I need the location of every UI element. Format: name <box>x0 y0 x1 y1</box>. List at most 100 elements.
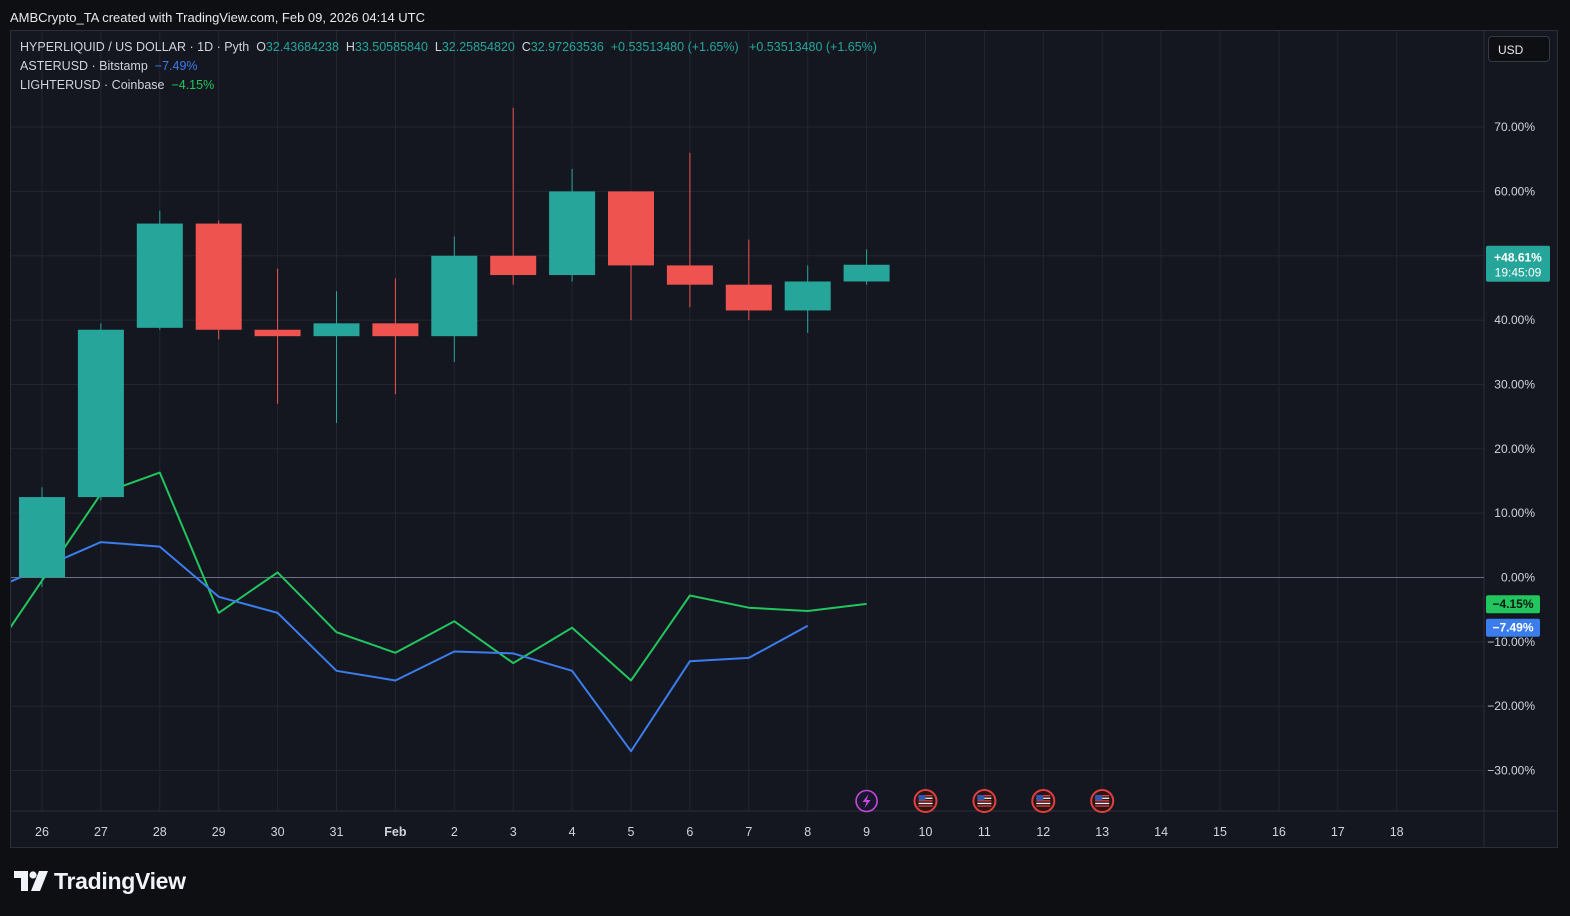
x-tick-label: 4 <box>569 825 576 839</box>
us-flag-stripe <box>1095 805 1110 807</box>
candle-body <box>19 497 65 578</box>
candle-body <box>725 284 772 311</box>
chart-legend: HYPERLIQUID / US DOLLAR · 1D · Pyth O 32.… <box>20 38 877 95</box>
y-tick-label: 40.00% <box>1494 313 1535 327</box>
legend-lighter-row[interactable]: LIGHTERUSD · Coinbase −4.15% <box>20 76 877 95</box>
candle-body <box>666 265 713 285</box>
attribution-text: AMBCrypto_TA created with TradingView.co… <box>10 10 426 25</box>
us-flag-stripe <box>918 800 933 802</box>
x-tick-label: 12 <box>1036 825 1050 839</box>
lighter-line <box>11 471 867 682</box>
us-flag-canton <box>1095 795 1103 801</box>
x-tick-label: 8 <box>804 825 811 839</box>
y-tick-label: 30.00% <box>1494 377 1535 391</box>
last-price-tag <box>1486 245 1550 282</box>
tradingview-logo-text: TradingView <box>54 867 186 894</box>
y-tick-label: −20.00% <box>1487 699 1535 713</box>
y-tick-label: 60.00% <box>1494 184 1535 198</box>
y-tick-label: −10.00% <box>1487 635 1535 649</box>
candle-body <box>843 264 890 282</box>
us-flag-stripe <box>1095 802 1110 805</box>
change-value: +0.53513480 (+1.65%) <box>610 40 739 54</box>
candle-body <box>784 281 831 311</box>
candle-body <box>608 191 654 266</box>
x-tick-label: 17 <box>1331 825 1345 839</box>
legend-main-row[interactable]: HYPERLIQUID / US DOLLAR · 1D · Pyth O 32.… <box>20 38 877 57</box>
chart-canvas[interactable]: 70.00% 60.00% 5 0.00% 40.00% 30.00% 20.00% 10.0… <box>11 31 1558 848</box>
candle-body <box>431 255 478 337</box>
y-tick-label: 20.00% <box>1494 442 1535 456</box>
candle-body <box>136 223 183 328</box>
tradingview-logo[interactable]: TradingView <box>14 866 186 896</box>
us-flag-stripe <box>977 800 992 802</box>
candle-body <box>313 323 360 337</box>
aster-value-tag <box>1486 618 1540 637</box>
aster-line <box>11 541 809 753</box>
y-tick-label: 0.00% <box>1501 571 1535 585</box>
candle-body <box>77 329 124 498</box>
candle-body <box>254 329 301 337</box>
x-tick-label: 9 <box>863 825 870 839</box>
open-label: O <box>256 40 266 54</box>
x-tick-label: 11 <box>978 825 991 839</box>
event-markers-layer <box>855 789 1115 813</box>
x-tick-label: 5 <box>628 825 635 839</box>
axis-labels-layer: 70.00% 60.00% 5 0.00% 40.00% 30.00% 20.00% 10.0… <box>35 120 1535 839</box>
last-price-value: +48.61% <box>1494 251 1542 265</box>
us-flag-stripe <box>1036 805 1051 807</box>
lighter-change-value: −4.15% <box>171 78 215 92</box>
currency-button[interactable]: USD <box>1488 36 1550 62</box>
x-tick-label: 7 <box>745 825 752 839</box>
close-value: 32.97263536 <box>530 40 604 54</box>
x-tick-label: 14 <box>1154 825 1168 839</box>
high-label: H <box>345 40 355 54</box>
lighter-value-tag <box>1486 595 1540 614</box>
candle-body <box>195 223 242 330</box>
us-flag-stripe <box>1095 800 1110 802</box>
x-tick-label: 26 <box>35 825 49 839</box>
x-tick-label: 18 <box>1390 825 1404 839</box>
us-flag-stripe <box>918 802 933 805</box>
us-flag-stripe <box>1036 800 1051 802</box>
change-value-repeat: +0.53513480 (+1.65%) <box>749 40 877 54</box>
high-value: 33.50585840 <box>354 40 428 54</box>
price-tags-layer: +48.61%19:45:09 −4.15% −7.49% <box>1486 245 1550 637</box>
lightning-glyph <box>862 794 871 808</box>
aster-value-tag-text: −7.49% <box>1492 621 1533 635</box>
bar-countdown: 19:45:09 <box>1495 266 1542 280</box>
lighter-symbol-label[interactable]: LIGHTERUSD · Coinbase <box>20 78 165 92</box>
aster-symbol-label[interactable]: ASTERUSD · Bitstamp <box>20 59 148 73</box>
x-tick-label: 30 <box>271 825 285 839</box>
candle-body <box>549 191 596 276</box>
x-tick-label: 10 <box>919 825 933 839</box>
legend-aster-row[interactable]: ASTERUSD · Bitstamp −7.49% <box>20 57 877 76</box>
us-flag-canton <box>918 795 926 801</box>
footer-bar <box>0 860 1570 916</box>
x-tick-label: 13 <box>1095 825 1109 839</box>
y-tick-label: −30.00% <box>1487 764 1535 778</box>
candle-body <box>490 255 537 276</box>
x-tick-label: 31 <box>330 825 344 839</box>
x-tick-label: 28 <box>153 825 167 839</box>
us-flag-canton <box>977 795 985 801</box>
x-tick-label: 29 <box>212 825 226 839</box>
us-flag-stripe <box>1036 802 1051 805</box>
us-flag-canton <box>1036 795 1044 801</box>
lighter-value-tag-text: −4.15% <box>1492 597 1533 611</box>
tradingview-logo-icon <box>14 871 48 891</box>
x-tick-label: 6 <box>686 825 693 839</box>
aster-change-value: −7.49% <box>154 59 198 73</box>
low-value: 32.25854820 <box>441 40 515 54</box>
candle-body <box>372 323 419 337</box>
x-tick-label: 27 <box>94 825 108 839</box>
x-tick-label: 2 <box>451 825 458 839</box>
x-tick-label: Feb <box>384 825 407 839</box>
us-flag-stripe <box>977 802 992 805</box>
y-tick-label: 10.00% <box>1494 506 1535 520</box>
close-label: C <box>521 40 531 54</box>
x-tick-label: 16 <box>1272 825 1286 839</box>
us-flag-stripe <box>977 805 992 807</box>
candles-layer <box>19 107 890 588</box>
main-symbol-label[interactable]: HYPERLIQUID / US DOLLAR · 1D · Pyth <box>20 40 250 54</box>
chart-frame[interactable]: 70.00% 60.00% 5 0.00% 40.00% 30.00% 20.00% 10.0… <box>10 30 1558 848</box>
